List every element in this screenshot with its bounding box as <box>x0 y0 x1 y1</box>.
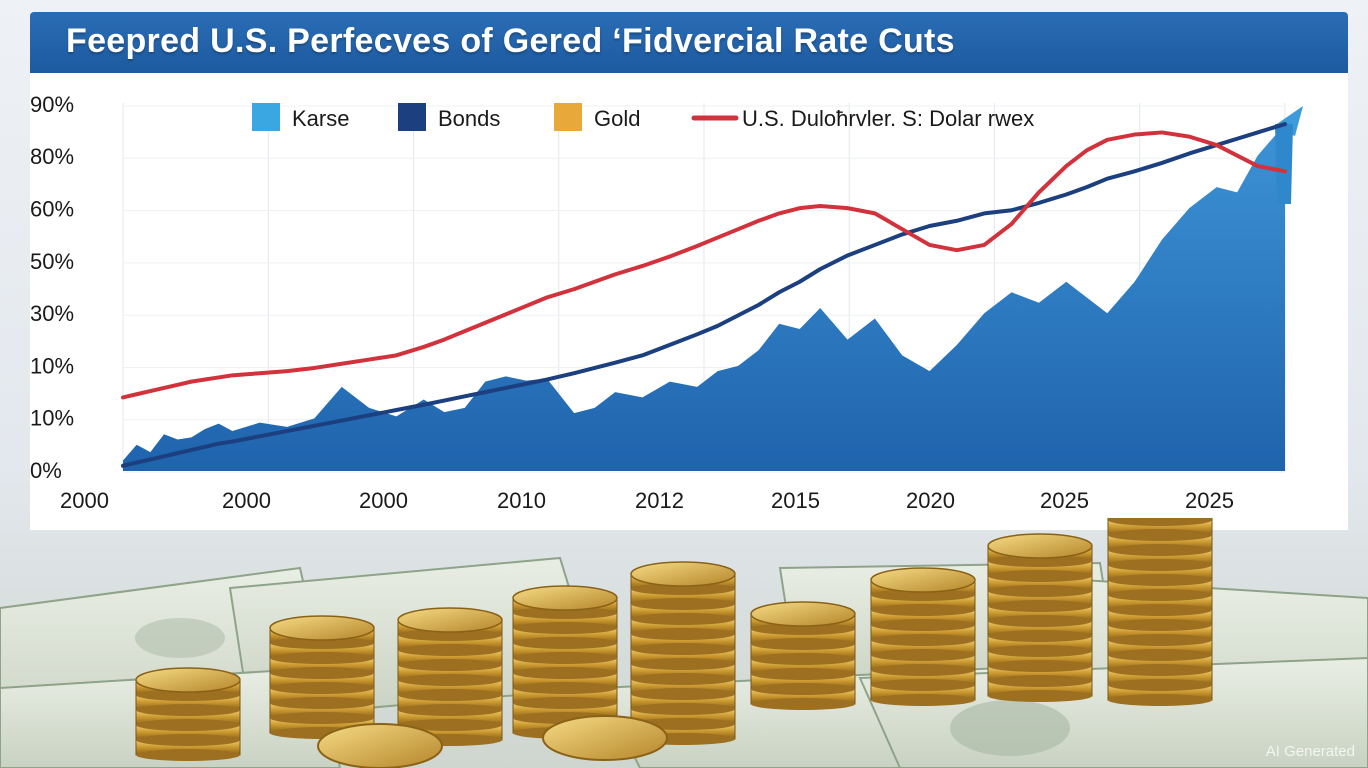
coin-stack <box>987 533 1093 702</box>
chart-title: Feepred U.S. Perfecves of Gered ‘Fidverc… <box>66 22 955 60</box>
x-tick-label: 2015 <box>771 488 820 513</box>
y-tick-label: 10% <box>30 353 74 378</box>
coin-stacks <box>135 518 1213 768</box>
coin-stack <box>397 607 503 746</box>
x-tick-label: 2000 <box>60 488 109 513</box>
coin-stack <box>269 615 375 739</box>
y-tick-label: 80% <box>30 144 74 169</box>
coin-icon <box>512 585 618 611</box>
coin-icon <box>870 567 976 593</box>
legend-label: Karse <box>292 106 349 131</box>
y-tick-label: 90% <box>30 92 74 117</box>
legend: Karse Bonds Gold U.S. Duloħrvler. S: Dolar … <box>252 103 1034 131</box>
series-line-us <box>121 130 1287 400</box>
coin-stack <box>630 561 736 745</box>
chart-svg: 0% 10% 10% 30% 50% 60% 80% 90% 2000 2000 2000 2010… <box>30 92 1303 513</box>
legend-item: Bonds <box>398 103 500 131</box>
coin-icon <box>630 561 736 587</box>
coin-icon <box>750 601 856 627</box>
legend-swatch <box>252 103 280 131</box>
legend-item: U.S. Duloħrvler. S: Dolar rwex <box>691 106 1034 131</box>
x-tick-label: 2010 <box>497 488 546 513</box>
x-tick-label: 2000 <box>222 488 271 513</box>
y-tick-label: 60% <box>30 197 74 222</box>
x-tick-label: 2012 <box>635 488 684 513</box>
y-tick-label: 10% <box>30 406 74 431</box>
legend-item: Gold <box>554 103 640 131</box>
y-tick-label: 30% <box>30 301 74 326</box>
coin-stack <box>135 667 241 761</box>
coin-icon <box>397 607 503 633</box>
coin-icon <box>317 723 443 768</box>
chart-header: Feepred U.S. Perfecves of Gered ‘Fidverc… <box>30 12 1348 73</box>
coin-stack <box>1107 518 1213 706</box>
coin-icon <box>542 715 668 761</box>
trend-arrow-shaft <box>1275 124 1293 205</box>
x-tick-label: 2020 <box>906 488 955 513</box>
legend-swatch <box>398 103 426 131</box>
series-line-bonds <box>121 122 1287 468</box>
coin-icon <box>269 615 375 641</box>
legend-item: Karse <box>252 103 349 131</box>
coin-icon <box>135 667 241 693</box>
series-lines <box>121 122 1287 468</box>
series-area-karse <box>123 124 1285 472</box>
y-tick-label: 0% <box>30 458 62 483</box>
x-tick-label: 2025 <box>1185 488 1234 513</box>
coin-icon <box>987 533 1093 559</box>
legend-label: U.S. Duloħrvler. S: Dolar rwex <box>742 106 1034 131</box>
legend-swatch <box>554 103 582 131</box>
x-tick-label: 2000 <box>359 488 408 513</box>
y-tick-label: 50% <box>30 249 74 274</box>
x-tick-label: 2025 <box>1040 488 1089 513</box>
x-axis-ticks: 2000 2000 2000 2010 2012 2015 2020 2025 2025 <box>60 488 1234 513</box>
watermark: AI Generated <box>1266 743 1355 760</box>
karse-area <box>123 106 1303 472</box>
legend-label: Gold <box>594 106 640 131</box>
coin-stack <box>870 567 976 706</box>
coin-stack <box>750 601 856 710</box>
money-coins-illustration: AI Generated <box>0 518 1368 768</box>
legend-label: Bonds <box>438 106 500 131</box>
y-axis-ticks: 0% 10% 10% 30% 50% 60% 80% 90% <box>30 92 74 483</box>
chart-panel: 0% 10% 10% 30% 50% 60% 80% 90% 2000 2000 2000 2010… <box>30 73 1348 530</box>
